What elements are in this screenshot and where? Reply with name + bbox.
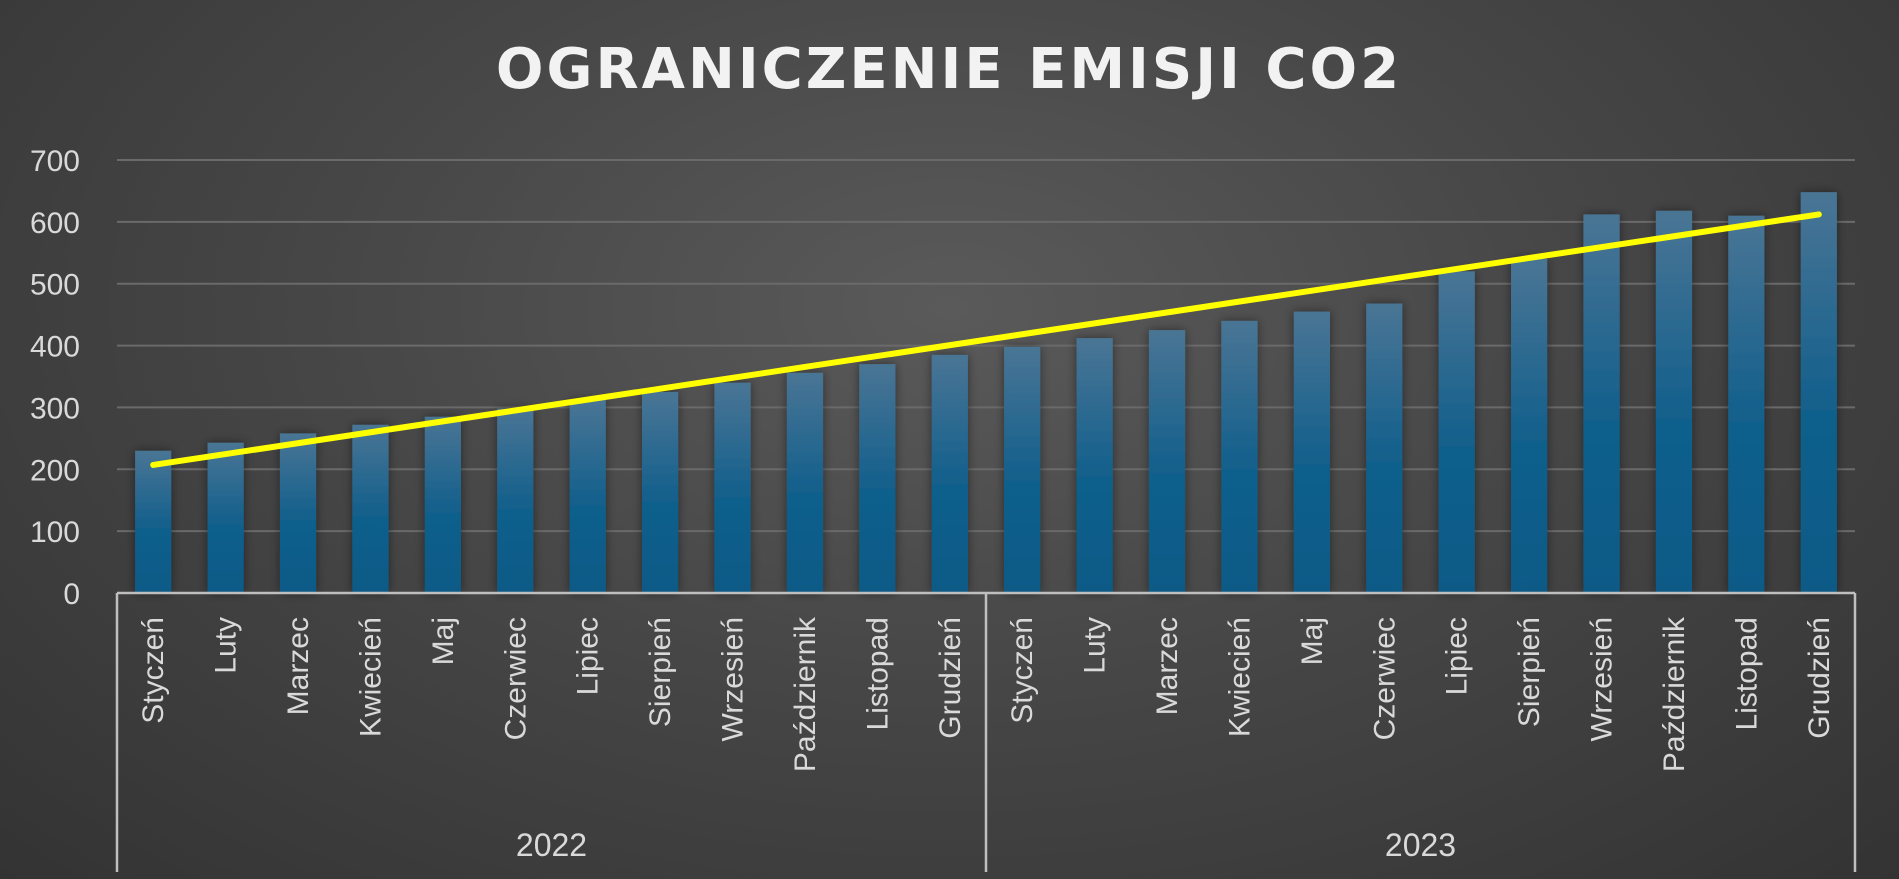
x-tick-label: Czerwiec bbox=[499, 617, 532, 740]
y-tick-label: 0 bbox=[63, 578, 80, 611]
y-tick-label: 200 bbox=[30, 454, 80, 487]
gridlines bbox=[117, 159, 1855, 533]
bar bbox=[1366, 303, 1403, 593]
x-group-label: 2023 bbox=[1385, 827, 1456, 863]
x-tick-label: Październik bbox=[1658, 616, 1691, 772]
x-tick-label: Sierpień bbox=[1513, 617, 1546, 727]
y-axis-ticks: 0 100 200 300 400 500 600 700 bbox=[30, 145, 80, 611]
x-tick-label: Kwiecień bbox=[1223, 617, 1256, 737]
x-tick-label: Grudzień bbox=[1803, 617, 1836, 739]
bar bbox=[1511, 258, 1548, 593]
x-tick-label: Luty bbox=[210, 617, 243, 674]
x-tick-label: Lipiec bbox=[572, 617, 605, 695]
bar bbox=[279, 433, 317, 593]
bar bbox=[1438, 271, 1475, 593]
x-tick-label: Listopad bbox=[1730, 617, 1763, 730]
x-tick-label: Wrzesień bbox=[1586, 617, 1619, 741]
trendline bbox=[150, 211, 1822, 468]
y-tick-label: 500 bbox=[30, 269, 80, 302]
bar bbox=[1076, 338, 1113, 593]
bars bbox=[135, 192, 1837, 594]
x-axis-ticks: Styczeń Luty Marzec Kwiecień Maj Czerwiec Lipi… bbox=[137, 616, 1836, 772]
x-tick-label: Lipiec bbox=[1441, 617, 1474, 695]
x-tick-label: Luty bbox=[1079, 617, 1112, 674]
y-tick-label: 400 bbox=[30, 331, 80, 364]
bar bbox=[859, 364, 896, 593]
bar bbox=[1293, 311, 1330, 593]
bar bbox=[1148, 330, 1186, 593]
bar bbox=[931, 354, 968, 593]
x-tick-label: Marzec bbox=[282, 617, 315, 715]
bar bbox=[786, 372, 824, 593]
y-tick-label: 100 bbox=[30, 516, 80, 549]
bar bbox=[207, 442, 244, 593]
x-tick-label: Sierpień bbox=[644, 617, 677, 727]
bar bbox=[1800, 192, 1837, 593]
bar bbox=[1583, 214, 1620, 594]
x-tick-label: Styczeń bbox=[137, 617, 170, 724]
bar bbox=[1655, 210, 1693, 594]
x-tick-label: Czerwiec bbox=[1368, 617, 1401, 740]
x-tick-label: Grudzień bbox=[934, 617, 967, 739]
bar bbox=[352, 424, 389, 593]
bar bbox=[1004, 346, 1041, 593]
x-axis-groups: 2022 2023 bbox=[516, 827, 1456, 863]
x-axis bbox=[115, 591, 1857, 872]
x-tick-label: Maj bbox=[1296, 617, 1329, 665]
bar bbox=[424, 416, 461, 593]
bar bbox=[569, 400, 606, 593]
x-tick-label: Styczeń bbox=[1006, 617, 1039, 724]
bar bbox=[714, 382, 751, 593]
x-group-label: 2022 bbox=[516, 827, 587, 863]
x-tick-label: Maj bbox=[427, 617, 460, 665]
bar bbox=[1728, 215, 1765, 593]
bar bbox=[135, 450, 172, 593]
y-tick-label: 700 bbox=[30, 145, 80, 178]
y-tick-label: 300 bbox=[30, 392, 80, 425]
bar bbox=[1221, 320, 1258, 593]
x-tick-label: Kwiecień bbox=[354, 617, 387, 737]
bar bbox=[497, 408, 534, 593]
x-tick-label: Marzec bbox=[1151, 617, 1184, 715]
x-tick-label: Listopad bbox=[861, 617, 894, 730]
y-tick-label: 600 bbox=[30, 207, 80, 240]
x-tick-label: Wrzesień bbox=[717, 617, 750, 741]
trendline-layer bbox=[150, 211, 1822, 468]
chart-title: OGRANICZENIE EMISJI CO2 bbox=[496, 37, 1402, 102]
x-tick-label: Październik bbox=[789, 616, 822, 772]
bar bbox=[642, 391, 679, 593]
